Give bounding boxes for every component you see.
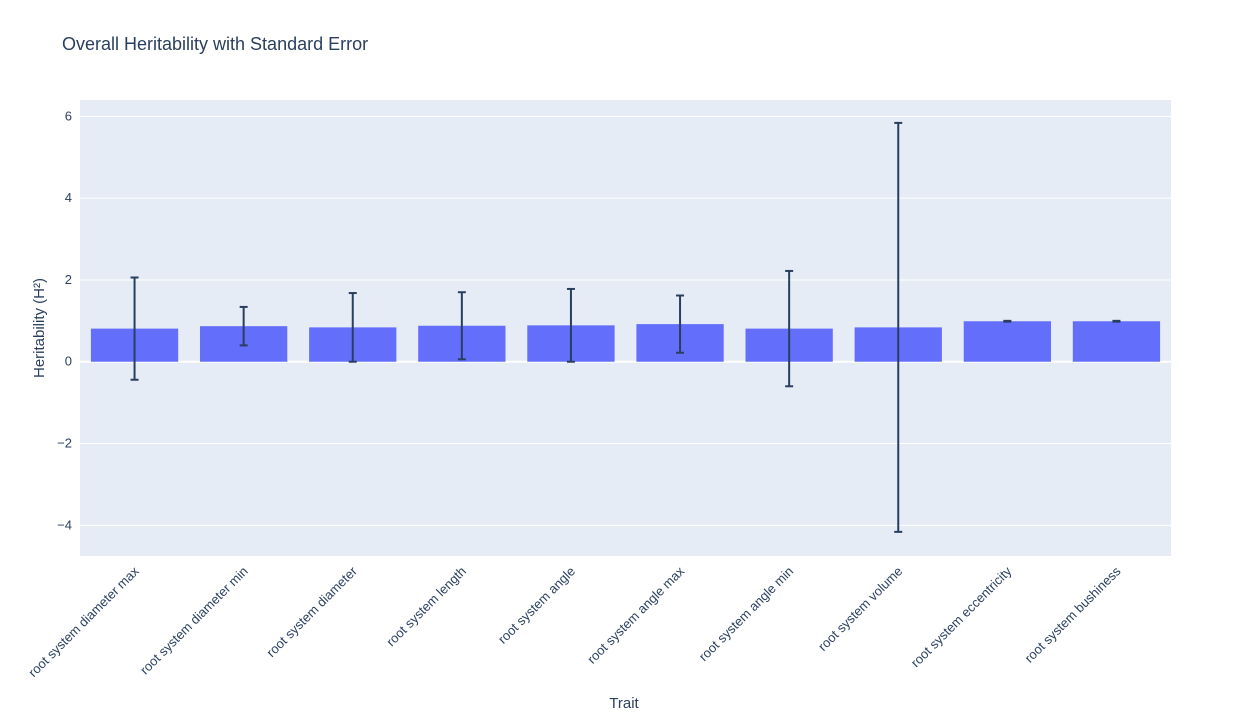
x-tick-label: root system diameter max: [25, 563, 142, 680]
x-tick-label: root system angle: [495, 564, 578, 647]
x-tick-label: root system diameter min: [137, 564, 251, 678]
x-tick-label: root system volume: [815, 564, 905, 654]
x-tick-label: root system diameter: [263, 563, 360, 660]
y-tick-label: 4: [65, 190, 72, 205]
x-tick-label: root system bushiness: [1022, 563, 1124, 665]
error-bar: [130, 276, 139, 381]
error-bar: [785, 269, 794, 388]
bar: [1072, 321, 1161, 362]
x-axis-title: Trait: [609, 695, 639, 712]
error-bar: [1112, 319, 1121, 323]
error-bar: [676, 294, 685, 354]
y-axis-title: Heritability (H²): [31, 278, 48, 378]
bar: [963, 321, 1051, 362]
error-bar: [348, 292, 357, 363]
error-bar: [457, 291, 466, 361]
x-tick-label: root system angle max: [584, 563, 687, 666]
error-bar: [239, 305, 248, 347]
error-bars: [130, 121, 1121, 533]
y-axis-ticks: 6 4 2 0 −2 −4: [57, 108, 72, 532]
y-tick-label: 2: [65, 272, 72, 287]
y-tick-label: 6: [65, 108, 72, 123]
x-tick-label: root system eccentricity: [908, 563, 1015, 670]
error-bar: [566, 287, 575, 363]
y-tick-label: −2: [57, 436, 72, 451]
y-tick-label: 0: [65, 354, 72, 369]
chart-title: Overall Heritability with Standard Error: [62, 34, 368, 54]
x-tick-label: root system angle min: [696, 564, 797, 665]
x-tick-label: root system length: [383, 564, 469, 650]
y-tick-label: −4: [57, 517, 72, 532]
error-bar: [1003, 319, 1012, 323]
error-bar: [894, 121, 903, 533]
